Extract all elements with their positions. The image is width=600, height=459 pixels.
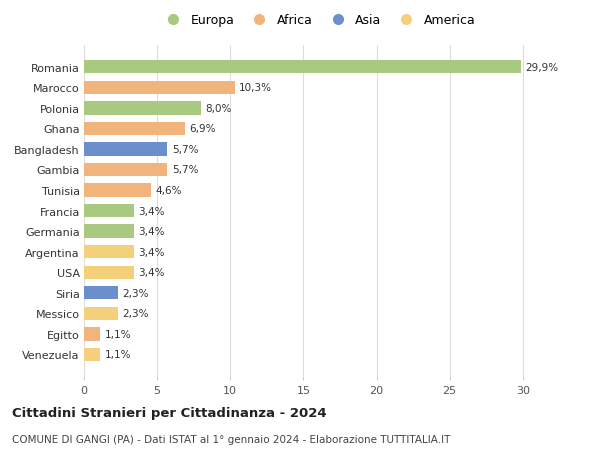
Text: 2,3%: 2,3% [122,288,149,298]
Text: 3,4%: 3,4% [138,247,164,257]
Text: 29,9%: 29,9% [526,62,559,73]
Bar [84,81,235,95]
Bar [84,102,201,115]
Bar [84,266,134,280]
Text: COMUNE DI GANGI (PA) - Dati ISTAT al 1° gennaio 2024 - Elaborazione TUTTITALIA.I: COMUNE DI GANGI (PA) - Dati ISTAT al 1° … [12,434,451,444]
Bar [84,204,134,218]
Bar [84,123,185,136]
Bar [84,163,167,177]
Bar [84,143,167,156]
Text: 3,4%: 3,4% [138,268,164,278]
Text: 1,1%: 1,1% [104,350,131,360]
Text: 2,3%: 2,3% [122,309,149,319]
Bar [84,184,151,197]
Text: Cittadini Stranieri per Cittadinanza - 2024: Cittadini Stranieri per Cittadinanza - 2… [12,406,326,419]
Text: 3,4%: 3,4% [138,206,164,216]
Text: 3,4%: 3,4% [138,227,164,237]
Text: 6,9%: 6,9% [190,124,216,134]
Bar [84,225,134,238]
Text: 8,0%: 8,0% [205,104,232,113]
Text: 4,6%: 4,6% [155,185,182,196]
Text: 1,1%: 1,1% [104,329,131,339]
Bar [84,307,118,320]
Bar [84,246,134,259]
Legend: Europa, Africa, Asia, America: Europa, Africa, Asia, America [160,14,476,27]
Text: 5,7%: 5,7% [172,145,198,155]
Bar [84,286,118,300]
Bar [84,61,521,74]
Text: 5,7%: 5,7% [172,165,198,175]
Text: 10,3%: 10,3% [239,83,272,93]
Bar [84,348,100,361]
Bar [84,328,100,341]
